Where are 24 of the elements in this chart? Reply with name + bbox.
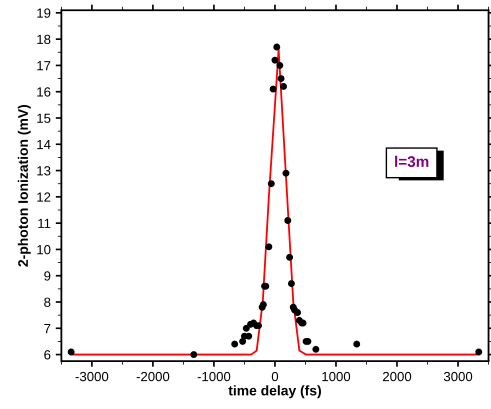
x-tick-label: 0 (272, 372, 278, 382)
y-tick-label: 7 (44, 324, 50, 334)
y-axis-title: 2-photon Ionization (mV) (18, 104, 31, 267)
y-tick-label: 9 (44, 271, 50, 281)
x-axis-title: time delay (fs) (228, 385, 321, 398)
y-tick-label: 6 (44, 350, 50, 360)
y-tick-label: 11 (38, 218, 50, 228)
x-tick-label: -3000 (76, 372, 108, 382)
x-tick-label: 1000 (322, 372, 350, 382)
y-tick-label: 13 (37, 166, 50, 176)
y-tick-label: 15 (37, 114, 50, 123)
y-tick-label: 19 (37, 8, 50, 18)
y-tick-label: 12 (37, 192, 50, 202)
x-tick-label: -1000 (198, 372, 230, 382)
y-tick-label: 17 (37, 61, 50, 70)
annotation: l=3m (395, 156, 428, 167)
y-tick-label: 10 (37, 245, 50, 254)
y-tick-label: 16 (37, 87, 50, 97)
y-tick-label: 8 (44, 298, 50, 307)
x-tick-label: 3000 (444, 372, 472, 382)
y-tick-label: 18 (37, 34, 50, 44)
x-tick-label: -2000 (136, 372, 170, 382)
y-tick-label: 14 (37, 140, 51, 150)
x-tick-label: 2000 (383, 372, 412, 382)
